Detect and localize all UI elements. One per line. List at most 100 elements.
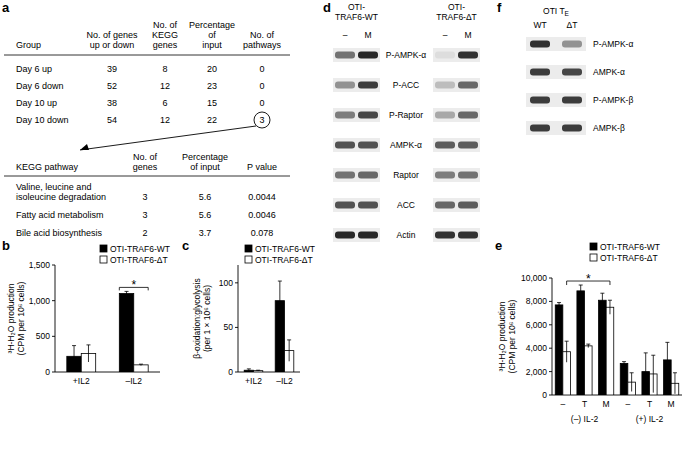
table-cell: 20 <box>207 64 217 74</box>
legend-swatch <box>590 243 597 250</box>
error-cap <box>287 339 291 340</box>
band <box>435 142 455 149</box>
error-cap <box>86 344 90 345</box>
y-tick <box>52 336 55 337</box>
bar <box>577 291 585 395</box>
y-axis-label: (CPM per 10⁶ cells) <box>507 299 517 373</box>
table-cell: 3.7 <box>199 228 212 238</box>
table-header: No. of <box>250 30 275 40</box>
error-bar <box>644 353 648 390</box>
table-cell: 0 <box>259 98 264 108</box>
error-bar <box>247 369 251 372</box>
error-bar <box>665 342 669 377</box>
error-cap <box>557 302 561 303</box>
y-axis-label: ³H-H₂O production <box>497 301 507 371</box>
band <box>358 52 378 59</box>
band <box>435 232 455 239</box>
plot-area <box>244 281 294 372</box>
table-header: No. of genes <box>86 30 138 40</box>
y-tick-label: 1,000 <box>29 296 51 306</box>
error-line <box>609 300 610 314</box>
error-bar <box>651 355 655 392</box>
y-tick <box>549 278 552 279</box>
table-cell: Fatty acid metabolism <box>16 210 104 220</box>
y-tick-label: 10,000 <box>521 273 547 283</box>
band <box>435 172 455 179</box>
table-header: KEGG <box>152 30 178 40</box>
blot-header: TRAF6-WT <box>335 12 378 22</box>
table-cell: 5.6 <box>199 210 212 220</box>
band <box>530 41 550 48</box>
error-bar <box>622 362 626 366</box>
lane-label: M <box>464 30 471 40</box>
band <box>435 112 455 119</box>
error-bar <box>673 373 677 394</box>
blot-strip <box>526 93 586 107</box>
error-bar <box>630 373 634 392</box>
band <box>358 82 378 89</box>
bar <box>555 305 563 395</box>
table-cell: 2 <box>142 228 147 238</box>
blot-strip <box>433 138 480 152</box>
y-tick-label: 2,000 <box>526 367 548 377</box>
panel-label: c <box>182 238 189 253</box>
error-cap <box>247 368 251 369</box>
panel-label: f <box>497 0 502 15</box>
blot-header: TRAF6-ΔT <box>436 12 477 22</box>
error-line <box>559 303 560 308</box>
blot-strip <box>433 228 480 242</box>
table-rule <box>4 176 290 177</box>
table-header: P value <box>247 162 277 172</box>
blot-header: OTI TE <box>543 6 570 17</box>
error-cap <box>586 344 590 345</box>
arrow-head <box>80 144 89 150</box>
error-cap <box>579 285 583 286</box>
table-cell: 0.078 <box>251 228 274 238</box>
blot-row-label: P-AMPK-β <box>593 95 633 105</box>
band <box>530 125 550 132</box>
bar <box>606 307 614 395</box>
table-cell: Valine, leucine and <box>16 182 91 192</box>
legend-swatch <box>245 256 252 263</box>
band <box>358 232 378 239</box>
error-line <box>126 291 127 295</box>
blot-row-label: Raptor <box>393 170 419 180</box>
error-bar <box>86 345 90 362</box>
error-cap <box>125 291 129 292</box>
lane-label: M <box>364 30 371 40</box>
table-header: KEGG pathway <box>16 162 79 172</box>
table-header: of <box>208 30 216 40</box>
blot-strip <box>333 48 380 62</box>
table-cell: 52 <box>107 81 117 91</box>
panel-label: e <box>495 238 502 253</box>
y-axis-label: ³H-H₂O production <box>6 283 16 353</box>
table-cell: 5.6 <box>199 192 212 202</box>
y-tick-label: 4,000 <box>526 343 548 353</box>
bar <box>599 300 607 395</box>
error-bar <box>72 346 76 367</box>
bar <box>119 294 133 372</box>
error-line <box>631 373 632 392</box>
y-tick-label: 6,000 <box>526 320 548 330</box>
band <box>562 125 582 132</box>
band <box>530 69 550 76</box>
band <box>335 172 355 179</box>
blot-header: OTI- <box>448 2 465 12</box>
panel-label: b <box>2 238 10 253</box>
band <box>530 97 550 104</box>
error-cap <box>665 342 669 343</box>
blot-row-label: P-ACC <box>393 80 419 90</box>
legend-swatch <box>100 245 107 252</box>
error-line <box>248 369 249 372</box>
blot-row-label: AMPK-α <box>390 140 422 150</box>
error-cap <box>278 281 282 282</box>
legend-swatch <box>590 254 597 261</box>
error-bar <box>125 291 129 295</box>
band <box>458 172 478 179</box>
y-axis-label: (CPM per 10⁶ cells) <box>16 281 26 355</box>
blot-strip <box>333 78 380 92</box>
group-label: (+) IL-2 <box>636 414 664 424</box>
y-tick <box>235 327 238 328</box>
group-label: (–) IL-2 <box>571 414 599 424</box>
band <box>335 112 355 119</box>
